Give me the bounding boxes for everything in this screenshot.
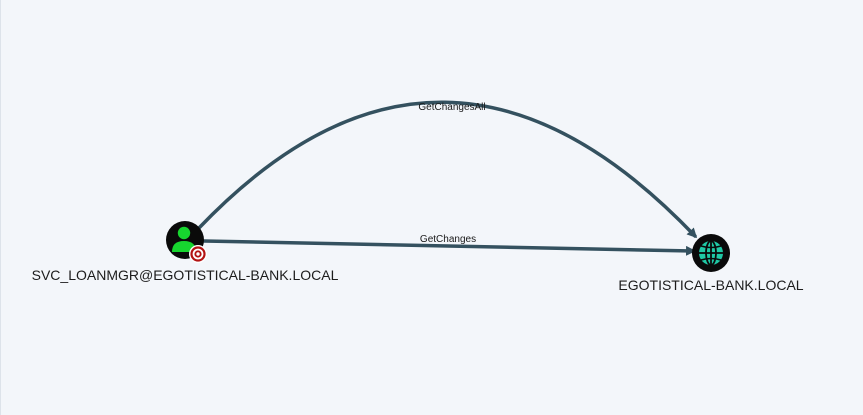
edge-getchangesall-line[interactable] [196,100,698,239]
node-user-label: SVC_LOANMGR@EGOTISTICAL-BANK.LOCAL [32,267,339,283]
edge-label-getchangesall: GetChangesAll [418,102,485,113]
target-icon [189,245,207,263]
edge-getchangesall[interactable]: GetChangesAll [196,100,698,239]
node-domain[interactable]: EGOTISTICAL-BANK.LOCAL [618,234,804,293]
globe-icon [699,240,723,266]
node-domain-label: EGOTISTICAL-BANK.LOCAL [618,277,803,293]
edge-getchanges[interactable]: GetChanges [202,234,696,256]
node-user[interactable]: SVC_LOANMGR@EGOTISTICAL-BANK.LOCAL [32,221,339,283]
edge-getchanges-line[interactable] [202,239,696,256]
user-icon [172,226,196,252]
edge-label-getchanges: GetChanges [420,234,476,245]
